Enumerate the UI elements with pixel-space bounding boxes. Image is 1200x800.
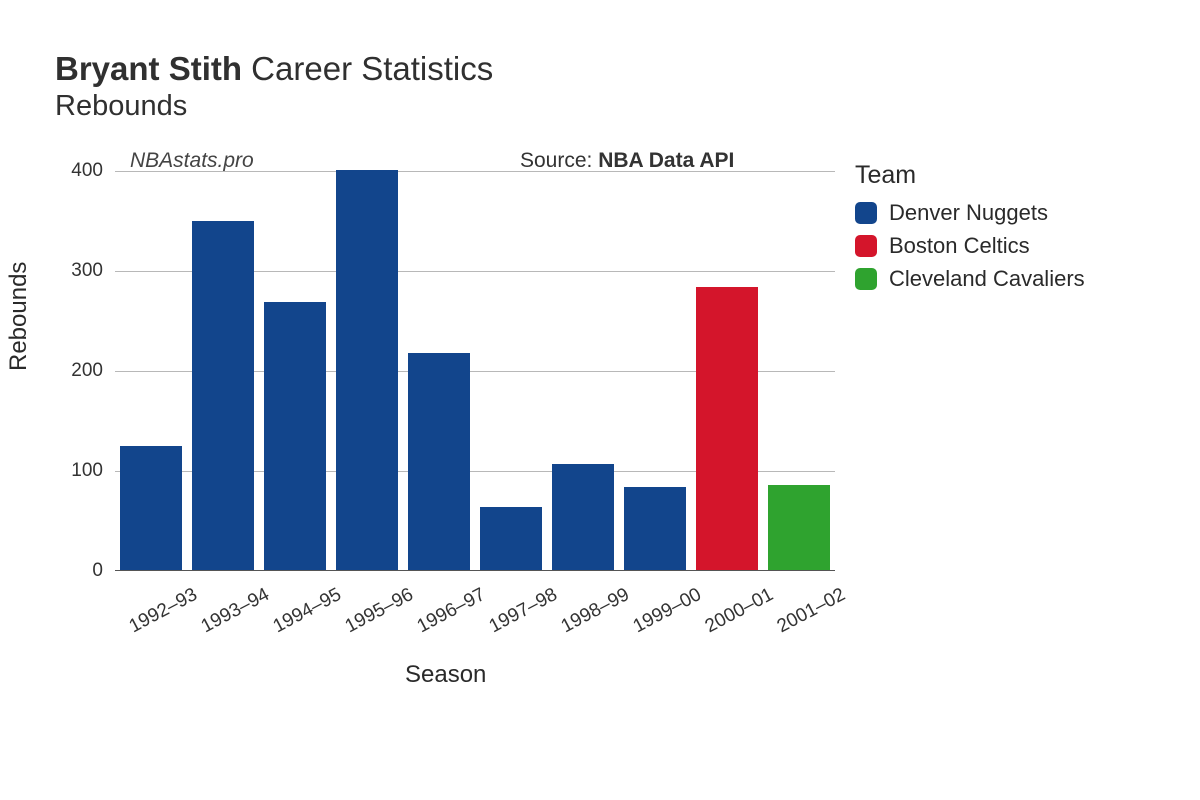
bar bbox=[264, 302, 326, 570]
credit-source-prefix: Source: bbox=[520, 149, 598, 172]
bar bbox=[120, 446, 182, 570]
bar-chart: 01002003004001992–931993–941994–951995–9… bbox=[115, 171, 835, 571]
bar bbox=[768, 485, 830, 570]
y-tick-label: 100 bbox=[53, 460, 103, 482]
legend-swatch bbox=[855, 235, 877, 257]
y-tick-label: 0 bbox=[53, 560, 103, 582]
legend: Team Denver Nuggets Boston Celtics Clevela… bbox=[855, 161, 1085, 299]
bar bbox=[552, 464, 614, 570]
legend-item: Denver Nuggets bbox=[855, 200, 1085, 226]
y-tick-label: 200 bbox=[53, 360, 103, 382]
legend-title: Team bbox=[855, 161, 1085, 190]
legend-swatch bbox=[855, 202, 877, 224]
credit-source: Source: NBA Data API bbox=[520, 149, 734, 173]
legend-swatch bbox=[855, 268, 877, 290]
bar bbox=[192, 221, 254, 570]
chart-title-block: Bryant Stith Career Statistics Rebounds bbox=[55, 50, 1155, 123]
legend-label: Cleveland Cavaliers bbox=[889, 266, 1085, 292]
bar bbox=[336, 170, 398, 570]
chart-subtitle: Rebounds bbox=[55, 90, 1155, 123]
chart-title: Bryant Stith Career Statistics bbox=[55, 50, 1155, 88]
bar bbox=[480, 507, 542, 570]
y-axis-label: Rebounds bbox=[5, 262, 33, 371]
legend-label: Denver Nuggets bbox=[889, 200, 1048, 226]
x-axis-label: Season bbox=[405, 661, 486, 689]
bar bbox=[624, 487, 686, 570]
bar bbox=[696, 287, 758, 570]
credit-source-name: NBA Data API bbox=[598, 149, 734, 172]
legend-item: Cleveland Cavaliers bbox=[855, 266, 1085, 292]
y-tick-label: 300 bbox=[53, 260, 103, 282]
y-tick-label: 400 bbox=[53, 160, 103, 182]
title-suffix: Career Statistics bbox=[242, 50, 493, 87]
x-tick-label: 2001–02 bbox=[715, 584, 849, 669]
bar bbox=[408, 353, 470, 570]
player-name: Bryant Stith bbox=[55, 50, 242, 87]
legend-item: Boston Celtics bbox=[855, 233, 1085, 259]
gridline bbox=[115, 171, 835, 172]
credit-site: NBAstats.pro bbox=[130, 149, 254, 173]
legend-label: Boston Celtics bbox=[889, 233, 1030, 259]
